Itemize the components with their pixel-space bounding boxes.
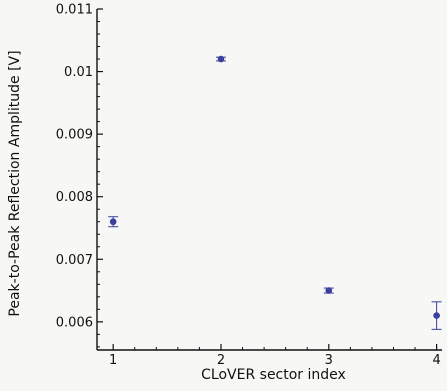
axes-layer <box>96 9 442 351</box>
ticks-layer: 0.006 0.007 0.008 0.009 0.01 0.011 1 2 3 4 <box>56 3 441 369</box>
y-tick-label: 0.008 <box>56 190 93 205</box>
y-tick-label: 0.011 <box>56 3 93 18</box>
y-tick-label: 0.01 <box>64 65 93 80</box>
y-tick-label: 0.009 <box>56 128 93 143</box>
x-axis-label: CLoVER sector index <box>201 367 346 383</box>
data-point <box>109 218 117 226</box>
marks-layer <box>108 55 442 330</box>
x-tick-label: 4 <box>432 353 440 368</box>
data-point <box>217 55 225 63</box>
y-tick-label: 0.006 <box>56 315 93 330</box>
data-point <box>433 312 440 319</box>
data-point <box>325 287 333 294</box>
x-tick-label: 1 <box>109 353 117 368</box>
x-tick-label: 3 <box>325 353 333 368</box>
x-tick-label: 2 <box>217 353 225 368</box>
y-tick-label: 0.007 <box>56 253 93 268</box>
y-axis-label: Peak-to-Peak Reflection Amplitude [V] <box>7 50 23 316</box>
